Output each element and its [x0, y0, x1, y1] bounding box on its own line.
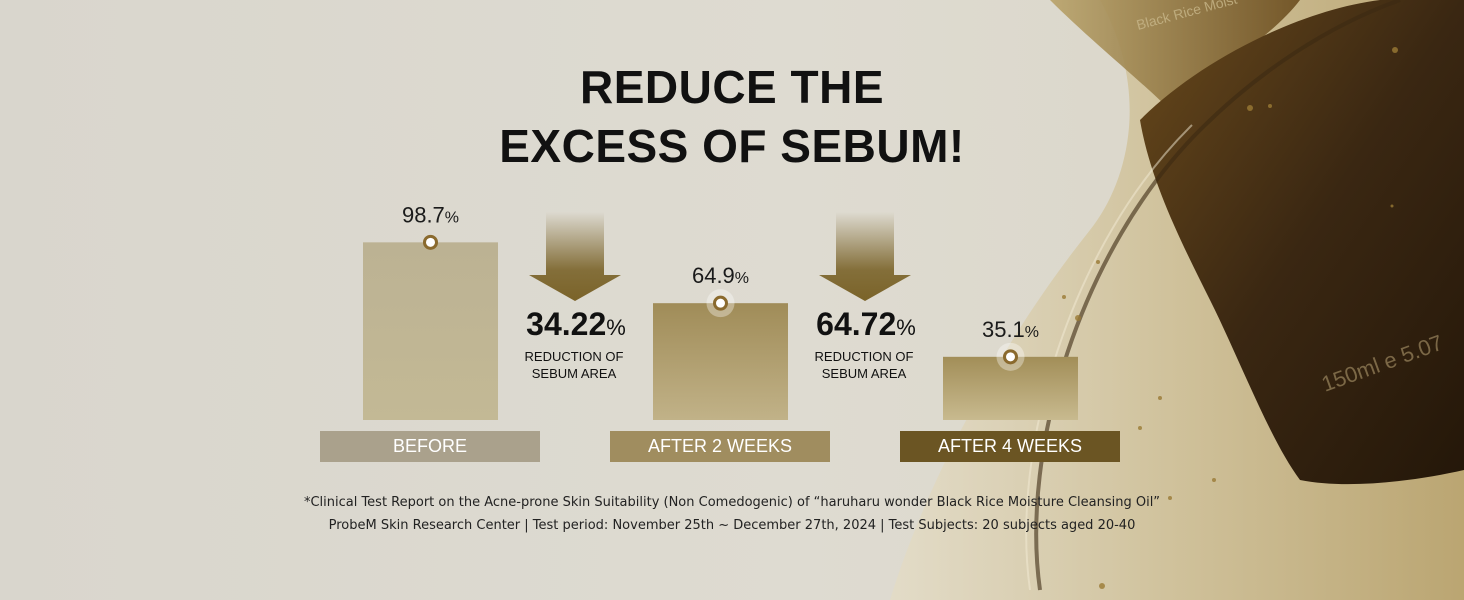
category-label-bg-2: [610, 431, 830, 462]
headline-line-1: REDUCE THE: [579, 61, 885, 113]
value-label-3: 35.1%: [982, 317, 1039, 342]
reduction-caption-line2-1: SEBUM AREA: [532, 366, 617, 381]
value-label-1: 98.7%: [402, 202, 459, 227]
bottle-top: [1050, 0, 1300, 110]
data-marker-2: [713, 295, 728, 311]
footnote-clinical-test: *Clinical Test Report on the Acne-prone …: [303, 495, 1161, 510]
category-label-2: AFTER 2 WEEKS: [648, 436, 792, 456]
category-label-bg-1: [320, 431, 540, 462]
category-label-bg-3: [900, 431, 1120, 462]
glass-rim: [1034, 0, 1401, 591]
reduction-value-2: 64.72%: [816, 306, 916, 342]
data-marker-1: [423, 234, 438, 250]
reduction-caption-line2-2: SEBUM AREA: [822, 366, 907, 381]
footnote-test-details: ProbeM Skin Research Center | Test perio…: [328, 518, 1136, 533]
down-arrow-1: [529, 212, 621, 301]
bar-1: [363, 242, 498, 420]
reduction-value-1: 34.22%: [526, 306, 626, 342]
category-label-3: AFTER 4 WEEKS: [938, 436, 1082, 456]
category-label-1: BEFORE: [393, 436, 467, 456]
down-arrow-2: [819, 212, 911, 301]
reduction-caption-line1-1: REDUCTION OF: [525, 349, 624, 364]
bottle-dark: [1140, 0, 1464, 485]
reduction-caption-line1-2: REDUCTION OF: [815, 349, 914, 364]
bar-2: [653, 303, 788, 420]
value-label-2: 64.9%: [692, 263, 749, 288]
oil-bubbles: [1062, 47, 1398, 589]
headline-line-2: EXCESS OF SEBUM!: [499, 120, 965, 172]
bar-3: [943, 356, 1078, 420]
data-marker-3: [1003, 349, 1018, 365]
